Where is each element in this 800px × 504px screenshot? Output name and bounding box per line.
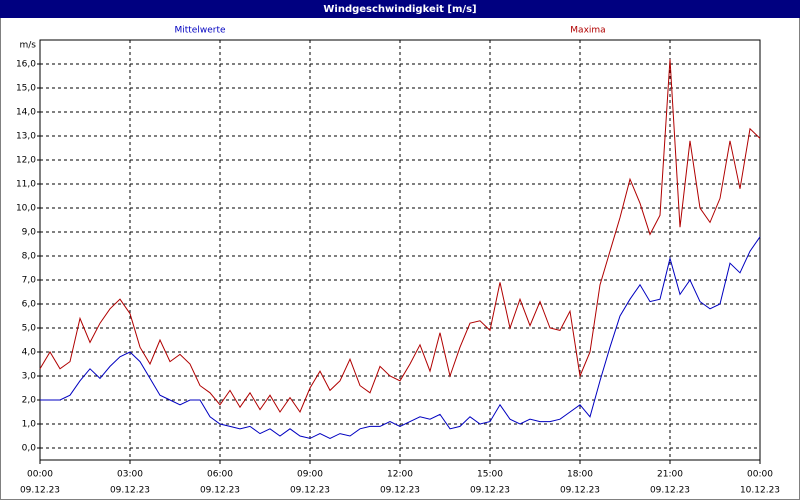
data-line <box>39 59 761 414</box>
y-tick-label: 8,0 <box>22 252 37 262</box>
x-tick-label: 15:00 <box>477 470 503 480</box>
x-tick-date: 09.12.23 <box>200 486 240 496</box>
y-tick-label: 4,0 <box>22 348 37 358</box>
y-tick-label: 15,0 <box>16 84 36 94</box>
x-tick-date: 10.12.23 <box>740 486 780 496</box>
y-axis-label: m/s <box>20 41 37 51</box>
x-tick-date: 09.12.23 <box>650 486 690 496</box>
x-tick-label: 09:00 <box>297 470 323 480</box>
title-bar <box>0 0 800 18</box>
y-tick-label: 6,0 <box>22 300 37 310</box>
x-tick-label: 18:00 <box>567 470 593 480</box>
x-tick-label: 12:00 <box>387 470 413 480</box>
y-tick-label: 12,0 <box>16 156 36 166</box>
x-tick-label: 03:00 <box>117 470 143 480</box>
x-tick-label: 00:00 <box>747 470 773 480</box>
x-tick-date: 09.12.23 <box>470 486 510 496</box>
y-tick-label: 5,0 <box>22 324 37 334</box>
y-tick-label: 3,0 <box>22 372 37 382</box>
x-tick-label: 00:00 <box>27 470 53 480</box>
y-tick-label: 7,0 <box>22 276 37 286</box>
x-tick-label: 06:00 <box>207 470 233 480</box>
x-tick-date: 09.12.23 <box>560 486 600 496</box>
legend-entry: Maxima <box>570 26 605 36</box>
y-tick-label: 14,0 <box>16 108 36 118</box>
x-tick-label: 21:00 <box>657 470 683 480</box>
x-tick-date: 09.12.23 <box>20 486 60 496</box>
y-tick-label: 9,0 <box>22 228 37 238</box>
x-tick-date: 09.12.23 <box>290 486 330 496</box>
y-tick-label: 2,0 <box>22 396 37 406</box>
x-tick-date: 09.12.23 <box>380 486 420 496</box>
data-line <box>40 236 761 439</box>
y-tick-label: 1,0 <box>22 420 37 430</box>
y-tick-label: 11,0 <box>16 180 36 190</box>
y-tick-label: 10,0 <box>16 204 36 214</box>
y-tick-label: 0,0 <box>22 444 37 454</box>
legend-entry: Mittelwerte <box>174 26 225 36</box>
x-tick-date: 09.12.23 <box>110 486 150 496</box>
chart-title: Windgeschwindigkeit [m/s] <box>323 4 476 15</box>
y-tick-label: 16,0 <box>16 60 36 70</box>
y-tick-label: 13,0 <box>16 132 36 142</box>
